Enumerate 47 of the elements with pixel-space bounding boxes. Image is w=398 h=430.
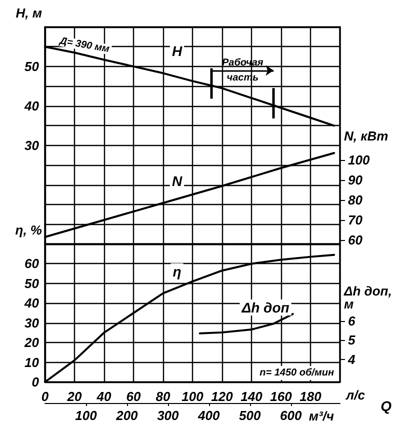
x2-tick-label: 300 — [157, 408, 180, 423]
y2-tick-label: 5 — [348, 332, 356, 348]
x-tick-label: 0 — [41, 389, 50, 404]
annotation: n= 1450 об/мин — [260, 368, 334, 378]
series-label: N — [172, 173, 183, 189]
x-tick-label: 40 — [96, 389, 112, 404]
x2-tick-label: 400 — [197, 408, 220, 423]
y-tick-label: 60 — [24, 256, 40, 272]
y-axis-title: η, % — [15, 222, 42, 238]
x2-axis-title: м³/ч — [308, 408, 334, 424]
y-tick-label: 40 — [24, 296, 40, 311]
y-tick-label: 10 — [24, 354, 40, 370]
x-axis-title: л/с — [345, 388, 366, 402]
series-label: H — [172, 43, 183, 60]
x2-tick-label: 200 — [115, 408, 139, 423]
y2-tick-label: 6 — [348, 313, 356, 328]
x-tick-label: 180 — [300, 389, 322, 404]
y2-tick-label: 70 — [348, 212, 364, 228]
y2-tick-label: 4 — [347, 352, 356, 368]
x-tick-label: 80 — [156, 389, 171, 404]
series-label: η — [172, 263, 182, 280]
x-tick-label: 160 — [270, 389, 293, 404]
y-tick-label: 0 — [32, 374, 40, 390]
x2-tick-label: 600 — [280, 408, 302, 423]
y2-axis-title: Δh доп, м — [343, 283, 392, 312]
y-tick-label: 20 — [24, 335, 40, 350]
x-tick-label: 120 — [211, 389, 234, 404]
y-axis-title: H, м — [16, 6, 42, 20]
y2-axis-title: N, кВт — [344, 128, 389, 144]
y-tick-label: 50 — [24, 276, 40, 291]
text: Q — [380, 398, 392, 414]
y-tick-label: 40 — [24, 98, 40, 114]
x2-tick-label: 500 — [239, 408, 262, 423]
y2-tick-label: 90 — [348, 172, 364, 188]
y2-tick-label: 100 — [348, 152, 370, 168]
y2-tick-label: 60 — [348, 232, 364, 248]
x2-tick-label: 100 — [75, 408, 98, 423]
y2-tick-label: 80 — [348, 192, 364, 208]
series-label: Δh доп — [240, 300, 290, 316]
y-tick-label: 30 — [24, 138, 40, 153]
annotation: Д= 390 мм — [58, 36, 111, 56]
x-tick-label: 20 — [66, 389, 82, 404]
x-tick-label: 60 — [126, 389, 142, 404]
x-tick-label: 100 — [182, 389, 204, 404]
y-tick-label: 30 — [24, 315, 40, 330]
x-tick-label: 140 — [240, 389, 264, 404]
y-tick-label: 50 — [24, 58, 40, 74]
